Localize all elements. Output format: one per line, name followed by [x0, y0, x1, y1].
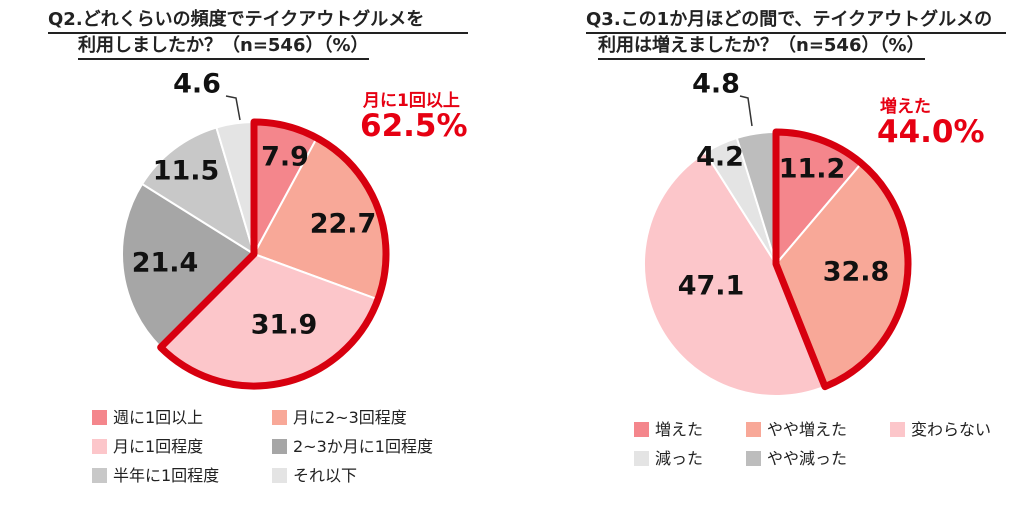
q2-highlight-value: 62.5%	[360, 108, 468, 144]
q2-legend-item: 半年に1回程度	[92, 465, 219, 487]
q2-legend-swatch	[92, 409, 107, 425]
q2-legend-item: 月に1回程度	[92, 436, 203, 458]
q3-title-line-1: Q3.この1か月ほどの間で、テイクアウトグルメの	[586, 8, 1006, 34]
q3-value-label-0: 11.2	[779, 154, 846, 185]
q3-legend-swatch	[890, 421, 905, 437]
q2-value-label-0: 7.9	[261, 142, 309, 173]
q2-chart-title: Q2.どれくらいの頻度でテイクアウトグルメを 利用しましたか？（n=546）（%…	[48, 8, 468, 60]
q2-legend-label: 月に1回程度	[113, 437, 204, 456]
q3-legend-label: やや減った	[767, 449, 848, 468]
q2-value-label-3: 21.4	[132, 248, 199, 279]
q2-legend-label: それ以下	[293, 466, 358, 485]
q2-title-line-2: 利用しましたか？（n=546）（%）	[78, 34, 369, 60]
q2-highlight-label: 月に1回以上	[363, 91, 460, 111]
q2-legend-swatch	[92, 438, 107, 454]
q2-legend-label: 週に1回以上	[113, 408, 204, 427]
q2-value-label-1: 22.7	[310, 209, 377, 240]
q2-title-line-1: Q2.どれくらいの頻度でテイクアウトグルメを	[48, 8, 468, 34]
q2-legend-item: 週に1回以上	[92, 407, 203, 429]
q3-legend-label: やや増えた	[767, 420, 848, 439]
q2-value-label-4: 11.5	[153, 156, 220, 187]
q3-value-label-3: 4.2	[696, 142, 744, 173]
q3-highlight-value: 44.0%	[877, 114, 985, 150]
q2-legend-item: 月に2~3回程度	[272, 407, 407, 429]
q3-legend-item: やや増えた	[746, 419, 847, 441]
q3-legend-item: やや減った	[746, 448, 847, 470]
q3-legend-label: 変わらない	[911, 420, 992, 439]
q2-legend-swatch	[272, 409, 287, 425]
q2-legend-item: それ以下	[272, 465, 357, 487]
q2-legend-swatch	[272, 467, 287, 483]
q2-legend-swatch	[272, 438, 287, 454]
q3-legend-item: 変わらない	[890, 419, 991, 441]
q2-slice-3	[121, 182, 256, 349]
q3-value-label-2: 47.1	[678, 271, 745, 302]
q3-legend-label: 減った	[655, 449, 704, 468]
q3-legend-item: 減った	[634, 448, 703, 470]
q3-value-label-1: 32.8	[823, 257, 890, 288]
q3-highlight-label: 増えた	[880, 97, 931, 117]
q2-legend-label: 2~3か月に1回程度	[293, 437, 433, 456]
q3-title-line-2: 利用は増えましたか？（n=546）（%）	[598, 34, 925, 60]
q3-legend-swatch	[746, 421, 761, 437]
q2-legend-label: 月に2~3回程度	[293, 408, 407, 427]
q3-highlight-border	[772, 128, 912, 391]
q3-legend-swatch	[746, 450, 761, 466]
q2-legend-swatch	[92, 467, 107, 483]
q2-legend-item: 2~3か月に1回程度	[272, 436, 433, 458]
q3-legend-label: 増えた	[655, 420, 704, 439]
q3-slice-2	[642, 151, 827, 397]
q2-value-label-5: 4.6	[173, 69, 221, 100]
q2-slice-4	[140, 126, 256, 257]
q3-value-label-4: 4.8	[692, 69, 740, 100]
q3-legend-swatch	[634, 421, 649, 437]
q2-leader-line	[225, 95, 241, 121]
q2-highlight-border	[157, 118, 390, 390]
q3-legend-swatch	[634, 450, 649, 466]
q3-leader-line	[739, 95, 753, 127]
q3-legend-item: 増えた	[634, 419, 703, 441]
q2-value-label-2: 31.9	[251, 310, 318, 341]
q2-legend-label: 半年に1回程度	[113, 466, 220, 485]
q3-chart-title: Q3.この1か月ほどの間で、テイクアウトグルメの 利用は増えましたか？（n=54…	[586, 8, 1006, 60]
